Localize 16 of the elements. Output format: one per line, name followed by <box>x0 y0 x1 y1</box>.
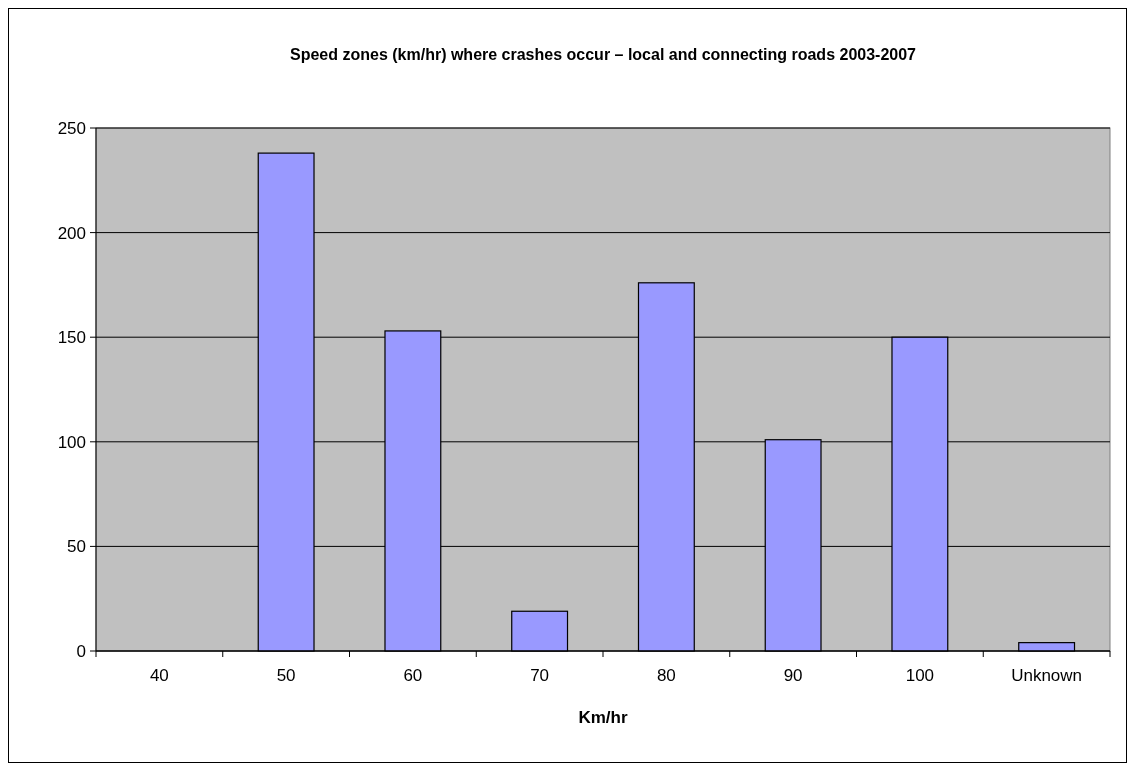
y-tick-label: 100 <box>57 432 86 452</box>
x-tick-label: 80 <box>656 666 676 685</box>
x-tick-label: Unknown <box>1011 666 1083 685</box>
x-tick-label: 100 <box>905 666 935 685</box>
x-tick-label: 70 <box>530 666 550 685</box>
y-tick-label: 150 <box>57 328 86 348</box>
x-axis-title: Km/hr <box>578 708 628 727</box>
y-tick-label: 250 <box>57 118 86 138</box>
y-tick-label: 50 <box>67 537 86 557</box>
x-tick-label: 40 <box>149 666 169 685</box>
x-tick-label: 60 <box>403 666 423 685</box>
x-tick-label: 50 <box>276 666 296 685</box>
y-tick-label: 0 <box>76 641 86 661</box>
x-tick-label: 90 <box>783 666 803 685</box>
y-tick-label: 200 <box>57 223 86 243</box>
chart-title: Speed zones (km/hr) where crashes occur – local and connecting roads 2003-2007 <box>289 46 917 63</box>
